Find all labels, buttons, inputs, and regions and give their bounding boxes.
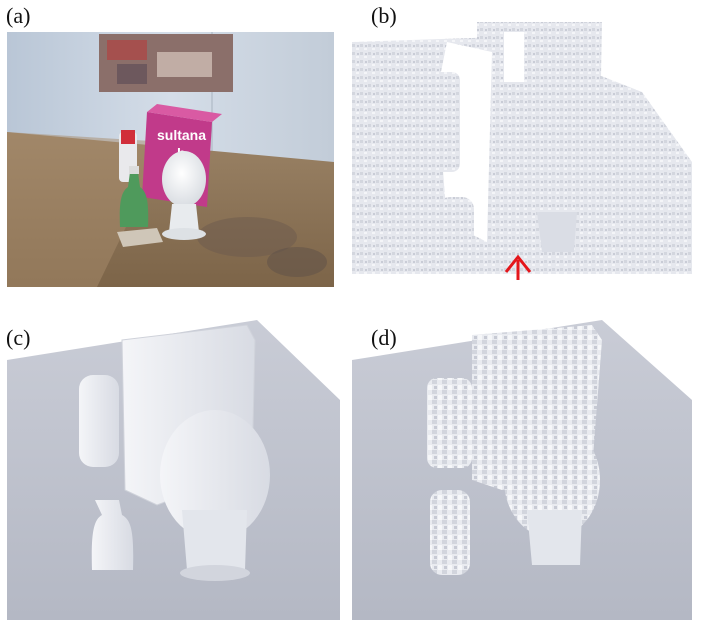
panel-c: (c)	[0, 320, 340, 620]
panel-label-b: (b)	[371, 3, 397, 28]
panel-b: (b)	[352, 0, 692, 300]
green-bottle	[119, 172, 149, 227]
blocky-bottle-small	[430, 490, 470, 575]
noisy-reconstruction	[352, 12, 692, 280]
noisy-bottle-tall	[432, 72, 460, 172]
panel-a: (a)	[0, 0, 340, 300]
panel-label-a: (a)	[6, 3, 31, 28]
blocky-head	[504, 422, 600, 538]
panel-label-d: (d)	[371, 325, 397, 350]
photo-scene-svg: sultana b	[7, 32, 334, 287]
blocky-bottle-tall	[427, 378, 472, 468]
mannequin-head	[162, 151, 206, 207]
smooth-reconstruction-svg	[7, 320, 340, 620]
noisy-reconstruction-svg	[352, 22, 692, 280]
smooth-head	[160, 410, 270, 540]
panel-label-c: (c)	[6, 325, 31, 350]
noisy-bottle-small	[438, 197, 474, 252]
blocky-reconstruction-svg	[352, 320, 692, 620]
red-arrow-head	[504, 254, 532, 273]
smooth-bottle-small	[91, 500, 134, 570]
smooth-reconstruction	[7, 320, 340, 620]
smooth-bottle-tall	[79, 375, 119, 467]
box-text-line1: sultana	[157, 127, 206, 143]
blocky-reconstruction	[352, 320, 692, 620]
photo-scene: sultana b	[7, 32, 334, 287]
noisy-head	[509, 127, 605, 247]
panel-d: (d)	[352, 320, 692, 620]
